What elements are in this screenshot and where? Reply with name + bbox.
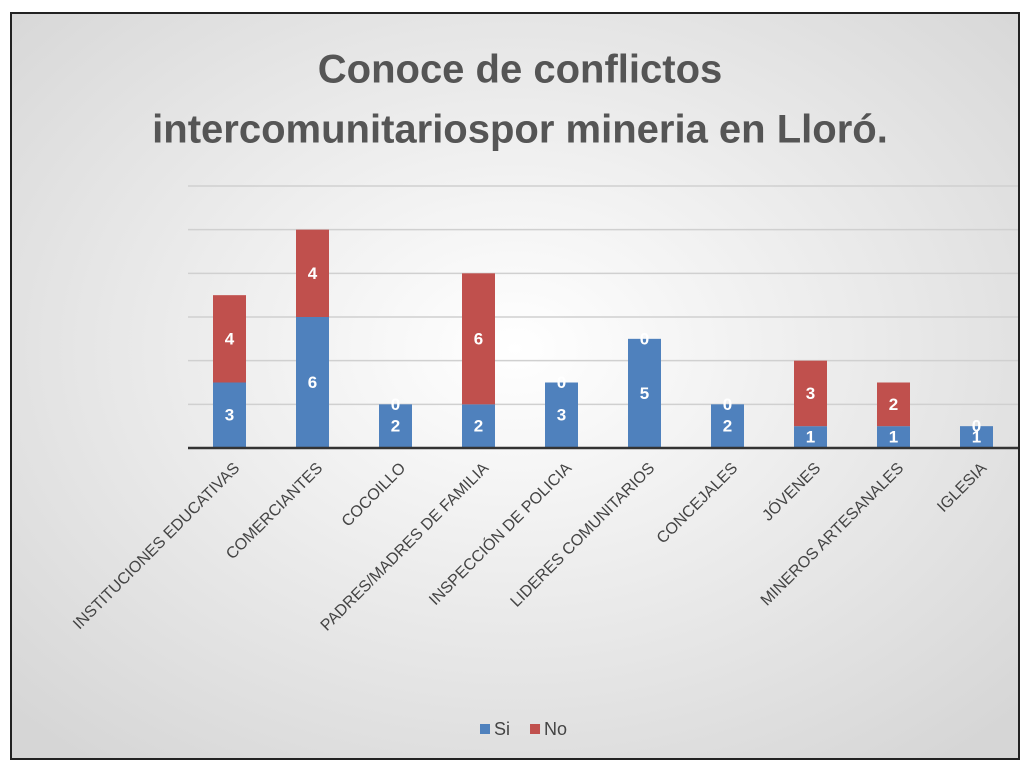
bar-segment (960, 426, 993, 448)
bar-segment (628, 338, 661, 448)
data-label: 5 (640, 384, 649, 403)
data-label: 2 (391, 417, 400, 436)
bar-segment (213, 295, 246, 383)
legend-label: Si (494, 719, 510, 739)
bar-segment (545, 382, 578, 448)
data-label: 0 (391, 395, 400, 414)
data-label: 4 (225, 329, 235, 348)
bar-segment (379, 404, 412, 448)
data-label: 3 (225, 406, 234, 425)
data-label: 3 (806, 384, 815, 403)
data-label: 2 (474, 417, 483, 436)
data-label: 6 (308, 373, 317, 392)
data-label: 1 (972, 428, 981, 447)
data-label: 3 (557, 406, 566, 425)
data-label: 1 (806, 428, 815, 447)
bar-segment (794, 360, 827, 427)
legend-swatch (530, 724, 541, 734)
bar-segment (462, 404, 495, 448)
bar-segment (794, 426, 827, 448)
bar-segment (213, 382, 246, 448)
data-label: 2 (723, 417, 732, 436)
bar-segment (877, 382, 910, 427)
bar-segment (296, 229, 329, 317)
data-label: 0 (640, 329, 649, 348)
bar-segment (296, 317, 329, 448)
data-label: 0 (972, 417, 981, 436)
legend-label: No (544, 719, 567, 739)
legend-swatch (480, 724, 490, 734)
chart-title: Conoce de conflictos (318, 48, 723, 92)
data-label: 0 (723, 395, 732, 414)
chart-title: intercomunitariospor mineria en Lloró. (152, 108, 888, 152)
data-label: 0 (557, 373, 566, 392)
data-label: 2 (889, 395, 898, 414)
data-label: 6 (474, 329, 483, 348)
data-label: 4 (308, 264, 318, 283)
bar-segment (877, 426, 910, 448)
chart-frame (10, 12, 1020, 760)
bar-segment (711, 404, 744, 448)
data-label: 1 (889, 428, 898, 447)
bar-segment (462, 273, 495, 405)
